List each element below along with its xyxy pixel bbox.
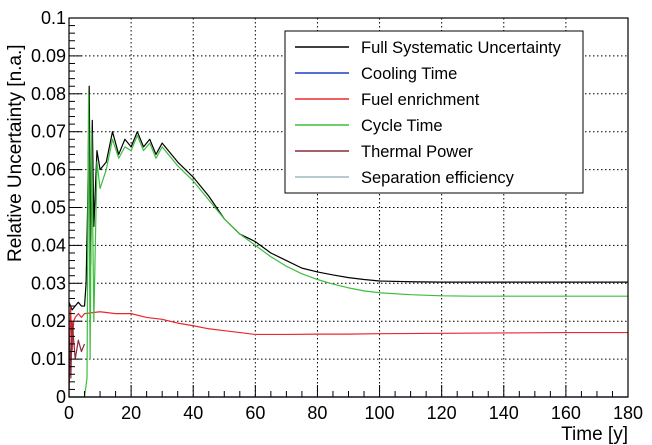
x-tick-label: 180: [613, 403, 643, 423]
x-axis-label: Time [y]: [561, 424, 628, 445]
series-line-thermal-power: [68, 320, 86, 398]
series-line-fuel-enrichment: [68, 305, 628, 390]
x-tick-label: 0: [64, 403, 74, 423]
y-axis-label: Relative Uncertainty [n.a.]: [5, 44, 26, 262]
legend-entry: Full Systematic Uncertainty: [361, 39, 562, 57]
legend-box: [284, 30, 584, 194]
x-tick-label: 60: [245, 403, 265, 423]
y-tick-label: 0.04: [31, 235, 66, 255]
legend-entry: Cooling Time: [361, 65, 457, 83]
x-tick-label: 120: [427, 403, 457, 423]
y-tick-label: 0.08: [31, 84, 66, 104]
y-tick-label: 0.06: [31, 160, 66, 180]
y-tick-label: 0.02: [31, 311, 66, 331]
legend-entry: Fuel enrichment: [361, 91, 480, 109]
series-line-full-systematic-uncertainty: [68, 85, 628, 311]
x-tick-label: 40: [183, 403, 203, 423]
y-tick-label: 0.1: [41, 8, 66, 28]
tick-labels: 0 20 40 60 80 100 120 140 160 180 0 0.01 0.02 0.03 0.0…: [31, 8, 643, 423]
y-tick-label: 0.07: [31, 122, 66, 142]
axis-ticks: [68, 17, 629, 398]
grid-lines: [69, 18, 628, 397]
y-tick-label: 0.01: [31, 349, 66, 369]
x-tick-label: 80: [307, 403, 327, 423]
legend: Full Systematic Uncertainty Cooling Time F…: [284, 30, 584, 194]
legend-entry: Cycle Time: [361, 117, 443, 135]
series-line-cycle-time: [69, 93, 628, 398]
legend-entry: Separation efficiency: [361, 169, 515, 187]
x-tick-label: 20: [121, 403, 141, 423]
y-tick-label: 0.09: [31, 46, 66, 66]
y-tick-label: 0.05: [31, 198, 66, 218]
y-tick-label: 0: [56, 387, 66, 407]
legend-entry: Thermal Power: [361, 143, 473, 161]
x-tick-label: 100: [365, 403, 395, 423]
y-tick-label: 0.03: [31, 273, 66, 293]
x-tick-label: 140: [489, 403, 519, 423]
x-tick-label: 160: [551, 403, 581, 423]
